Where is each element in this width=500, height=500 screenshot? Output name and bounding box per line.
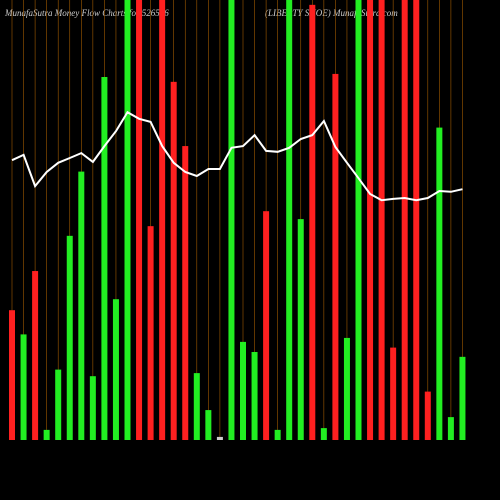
bar (401, 0, 408, 440)
bar (159, 0, 166, 440)
bar (89, 376, 96, 440)
bar (413, 0, 420, 440)
bar (101, 77, 108, 440)
bar (297, 219, 304, 440)
bar (367, 0, 374, 440)
bar (343, 337, 350, 440)
bar (78, 171, 85, 440)
bar (390, 347, 397, 440)
bar (136, 0, 143, 440)
bar (286, 0, 293, 440)
bar (216, 436, 223, 440)
bar (378, 0, 385, 440)
bar (332, 73, 339, 441)
bar (309, 4, 316, 441)
bar (240, 341, 246, 440)
bar (459, 356, 466, 440)
bar (193, 373, 200, 440)
bar (228, 0, 235, 440)
bar (124, 0, 131, 440)
bar (320, 428, 327, 440)
bar (205, 410, 212, 440)
bar (182, 146, 189, 440)
chart-subtitle: (LIBERTY SHOE) MunafaSutra.com (265, 8, 398, 18)
bar (43, 429, 50, 440)
chart-title: MunafaSutra Money Flow Charts for 526596 (4, 8, 169, 18)
bar (251, 352, 258, 440)
bar (112, 299, 119, 440)
bar (55, 369, 62, 440)
bar (355, 0, 362, 440)
bar (424, 391, 431, 440)
bar (147, 226, 154, 440)
bar (436, 127, 443, 440)
bar (447, 417, 454, 440)
mfi-line (11, 110, 463, 202)
bar (274, 429, 281, 440)
bar (66, 235, 73, 440)
bar (32, 271, 39, 440)
bar (20, 334, 27, 440)
bar (170, 81, 177, 440)
bar (263, 211, 270, 440)
bar (9, 310, 15, 440)
